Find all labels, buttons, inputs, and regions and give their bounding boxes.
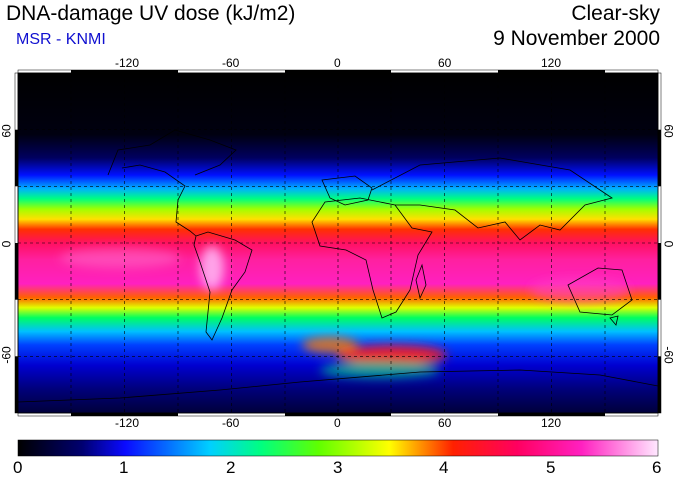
colorbar-tick-label: 2 — [226, 458, 236, 477]
lon-label-top: -60 — [222, 56, 240, 70]
uv-anomalies — [60, 246, 630, 378]
lon-label-bottom: -120 — [115, 416, 140, 430]
lon-label-top: 0 — [334, 56, 341, 70]
lon-label-top: 120 — [541, 56, 562, 70]
sky-condition-label: Clear-sky — [571, 2, 660, 25]
colorbar-tick-label: 3 — [333, 458, 343, 477]
colorbar-tick-label: 4 — [439, 458, 449, 477]
source-label: MSR - KNMI — [16, 31, 106, 48]
map-frame — [14, 69, 662, 417]
lon-label-top: -120 — [115, 56, 140, 70]
lon-label-top: 60 — [438, 56, 452, 70]
map-title: DNA-damage UV dose (kJ/m2) — [6, 2, 296, 25]
date-label: 9 November 2000 — [493, 27, 660, 50]
lat-label-right: -60 — [661, 346, 676, 364]
colorbar-tick-label: 5 — [546, 458, 556, 477]
lat-label-right: 60 — [661, 124, 676, 138]
lat-label-left: 0 — [0, 240, 14, 248]
colorbar-tick-label: 1 — [119, 458, 129, 477]
colorbar — [17, 439, 659, 457]
lon-label-bottom: 0 — [334, 416, 341, 430]
lon-label-bottom: 60 — [438, 416, 452, 430]
colorbar-tick-label: 6 — [652, 458, 662, 477]
lat-label-left: 60 — [0, 124, 14, 138]
lat-label-right: 0 — [661, 240, 676, 248]
graticule — [18, 73, 658, 413]
lat-label-left: -60 — [0, 346, 14, 364]
coastlines — [18, 129, 658, 403]
colorbar-tick-label: 0 — [13, 458, 23, 477]
lon-label-bottom: 120 — [541, 416, 562, 430]
lon-label-bottom: -60 — [222, 416, 240, 430]
